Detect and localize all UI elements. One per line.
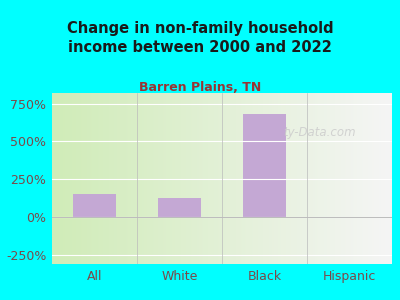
Text: Change in non-family household
income between 2000 and 2022: Change in non-family household income be… bbox=[67, 21, 333, 55]
Bar bbox=[328, 217, 371, 218]
Text: ty-Data.com: ty-Data.com bbox=[283, 126, 356, 139]
Bar bbox=[243, 114, 286, 217]
Bar bbox=[73, 194, 116, 217]
Text: Barren Plains, TN: Barren Plains, TN bbox=[139, 81, 261, 94]
Bar bbox=[158, 198, 201, 217]
